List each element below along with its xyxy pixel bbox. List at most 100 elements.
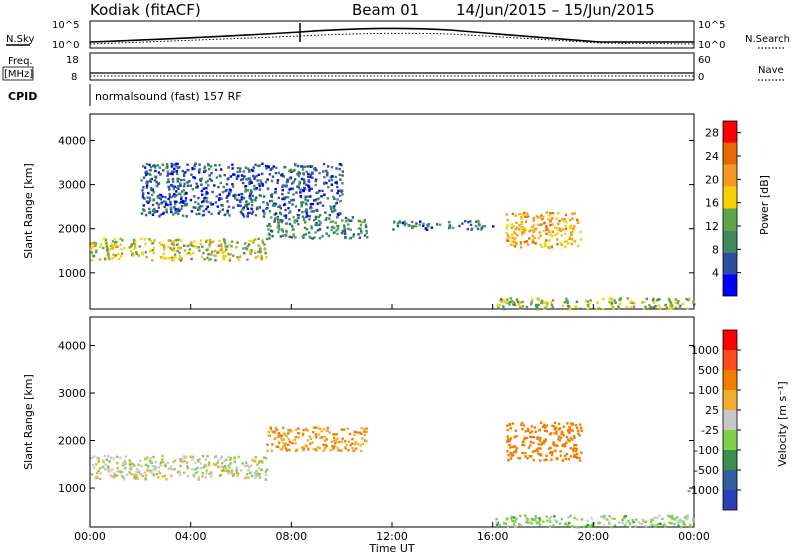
echo-cell xyxy=(539,234,542,238)
echo-cell xyxy=(228,243,231,247)
echo-cell xyxy=(202,170,206,173)
echo-cell xyxy=(199,178,202,181)
echo-cell xyxy=(505,227,508,230)
echo-cell xyxy=(520,226,524,229)
echo-cell xyxy=(579,307,582,310)
echo-cell xyxy=(165,211,168,214)
echo-cell xyxy=(224,465,227,468)
echo-cell xyxy=(251,210,255,213)
echo-cell xyxy=(195,212,198,216)
echo-cell xyxy=(570,422,574,425)
echo-cell xyxy=(217,465,220,468)
echo-cell xyxy=(274,429,277,432)
echo-cell xyxy=(177,187,180,190)
echo-cell xyxy=(292,233,295,236)
echo-cell xyxy=(316,426,319,429)
echo-cell xyxy=(512,453,515,457)
echo-cell xyxy=(586,304,589,307)
echo-cell xyxy=(172,258,176,261)
echo-cell xyxy=(529,431,532,434)
echo-cell xyxy=(510,515,513,519)
echo-cell xyxy=(137,463,140,467)
echo-cell xyxy=(529,440,532,444)
echo-cell xyxy=(186,184,190,187)
echo-cell xyxy=(528,230,531,233)
echo-cell xyxy=(550,458,553,461)
echo-cell xyxy=(159,173,162,176)
echo-cell xyxy=(163,205,166,209)
echo-cell xyxy=(339,178,342,181)
echo-cell xyxy=(261,172,264,176)
echo-cell xyxy=(262,195,266,198)
echo-cell xyxy=(330,225,334,229)
echo-cell xyxy=(515,226,519,229)
echo-cell xyxy=(247,212,250,215)
echo-cell xyxy=(530,425,534,428)
echo-cell xyxy=(140,464,143,468)
echo-cell xyxy=(297,171,300,175)
echo-cell xyxy=(157,203,160,206)
echo-cell xyxy=(215,176,219,179)
echo-cell xyxy=(239,210,243,213)
echo-cell xyxy=(575,449,578,453)
echo-cell xyxy=(251,240,254,243)
echo-cell xyxy=(279,448,282,451)
echo-cell xyxy=(480,228,483,231)
echo-cell xyxy=(303,180,306,183)
echo-cell xyxy=(314,169,318,172)
echo-cell xyxy=(336,192,339,195)
echo-cell xyxy=(204,193,208,196)
echo-cell xyxy=(520,246,523,249)
echo-cell xyxy=(363,428,366,431)
echo-cell xyxy=(141,253,144,256)
echo-cell xyxy=(438,223,442,226)
echo-cell xyxy=(341,182,344,185)
echo-cell xyxy=(589,299,592,302)
echo-cell xyxy=(112,253,115,256)
echo-cell xyxy=(244,185,248,188)
echo-cell xyxy=(596,301,599,304)
echo-cell xyxy=(148,169,151,172)
echo-cell xyxy=(199,179,203,183)
echo-cell xyxy=(305,212,308,215)
echo-cell xyxy=(670,303,673,307)
echo-cell xyxy=(151,249,155,252)
echo-cell xyxy=(577,432,580,435)
echo-cell xyxy=(692,519,695,523)
echo-cell xyxy=(530,522,533,525)
echo-cell xyxy=(341,437,344,440)
echo-cell xyxy=(209,471,212,474)
echo-cell xyxy=(561,228,565,231)
echo-cell xyxy=(295,220,299,223)
echo-cell xyxy=(291,182,294,185)
echo-cell xyxy=(545,228,548,232)
echo-cell xyxy=(302,172,305,175)
colorbar-tick-label: 4 xyxy=(712,267,719,280)
echo-cell xyxy=(288,440,292,444)
echo-cell xyxy=(410,220,414,224)
echo-cell xyxy=(216,205,219,208)
echo-cell xyxy=(133,464,136,467)
echo-cell xyxy=(523,211,526,214)
echo-cell xyxy=(530,300,533,304)
echo-cell xyxy=(146,466,150,469)
echo-cell xyxy=(674,301,677,304)
echo-cell xyxy=(525,516,528,519)
echo-cell xyxy=(175,194,178,197)
echo-cell xyxy=(314,178,318,181)
echo-cell xyxy=(534,515,537,518)
echo-cell xyxy=(179,458,182,461)
echo-cell xyxy=(340,190,343,193)
echo-cell xyxy=(547,217,550,221)
echo-cell xyxy=(250,204,254,207)
echo-cell xyxy=(573,239,576,242)
echo-cell xyxy=(564,522,568,525)
colorbar-tick-label: 8 xyxy=(712,243,719,256)
echo-cell xyxy=(149,457,152,460)
echo-cell xyxy=(301,168,305,171)
echo-cell xyxy=(119,456,122,459)
echo-cell xyxy=(168,193,171,196)
echo-cell xyxy=(314,448,318,451)
echo-cell xyxy=(164,465,167,468)
